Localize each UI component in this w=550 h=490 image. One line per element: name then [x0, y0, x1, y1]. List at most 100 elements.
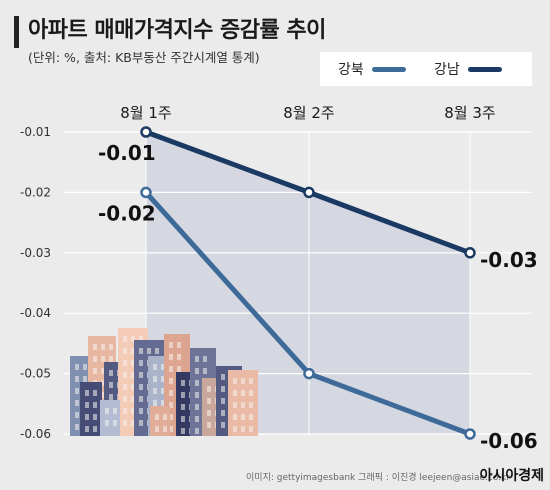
building-window: [139, 360, 143, 366]
building-window: [195, 404, 199, 410]
building-window: [155, 426, 159, 432]
legend: 강북 강남: [320, 52, 532, 86]
y-tick-label: -0.05: [20, 367, 51, 381]
building-window: [195, 416, 199, 422]
building-window: [123, 348, 127, 354]
y-tick-label: -0.04: [20, 306, 51, 320]
building-window: [123, 384, 127, 390]
building-window: [153, 400, 157, 406]
y-tick-label: -0.06: [20, 427, 51, 441]
building-window: [101, 380, 105, 386]
y-tick-label: -0.03: [20, 246, 51, 260]
building-window: [241, 390, 245, 396]
building-window: [241, 414, 245, 420]
building-window: [109, 382, 113, 388]
building-window: [207, 398, 211, 404]
building-window: [131, 396, 135, 402]
building-window: [75, 424, 79, 430]
building-window: [75, 400, 79, 406]
data-label: -0.01: [98, 141, 156, 165]
building-window: [233, 414, 237, 420]
building-window: [153, 364, 157, 370]
building-window: [221, 422, 225, 428]
building-window: [93, 426, 97, 432]
y-tick-label: -0.01: [20, 125, 51, 139]
building: [100, 400, 120, 436]
building-window: [195, 356, 199, 362]
building-window: [101, 392, 105, 398]
building-window: [105, 420, 109, 426]
building-window: [163, 414, 167, 420]
series-lines: [140, 126, 476, 440]
building-window: [195, 380, 199, 386]
building-window: [109, 356, 113, 362]
building-window: [139, 348, 143, 354]
building-window: [109, 394, 113, 400]
building-window: [241, 426, 245, 432]
building-window: [177, 354, 181, 360]
building-window: [109, 370, 113, 376]
building-window: [131, 348, 135, 354]
building-window: [233, 378, 237, 384]
building-window: [169, 390, 173, 396]
building-window: [177, 366, 181, 372]
data-label: -0.03: [480, 248, 538, 272]
building-window: [85, 390, 89, 396]
building-window: [203, 368, 207, 374]
data-point: [303, 186, 315, 199]
building-window: [169, 342, 173, 348]
building-window: [139, 384, 143, 390]
building-window: [109, 344, 113, 350]
building-window: [221, 410, 225, 416]
building-window: [241, 378, 245, 384]
building-window: [101, 344, 105, 350]
building-window: [131, 420, 135, 426]
building-window: [241, 402, 245, 408]
building-window: [75, 364, 79, 370]
building-window: [83, 364, 87, 370]
building-window: [131, 372, 135, 378]
building-window: [139, 336, 143, 342]
building: [80, 382, 102, 436]
building-window: [169, 402, 173, 408]
building-window: [123, 336, 127, 342]
building-window: [147, 348, 151, 354]
legend-item-gangbuk: 강북: [338, 52, 406, 86]
legend-label-gangnam: 강남: [434, 62, 460, 78]
building-window: [249, 414, 253, 420]
legend-swatch-gangbuk: [371, 66, 406, 72]
building-window: [131, 384, 135, 390]
building-window: [75, 412, 79, 418]
building-window: [195, 392, 199, 398]
chart-subtitle: (단위: %, 출처: KB부동산 주간시계열 통계): [28, 50, 260, 65]
building-window: [123, 360, 127, 366]
legend-item-gangnam: 강남: [434, 52, 502, 86]
building-window: [195, 368, 199, 374]
range-band: [146, 132, 470, 434]
building-window: [233, 402, 237, 408]
building-window: [105, 408, 109, 414]
building-window: [181, 428, 185, 434]
building-window: [113, 420, 117, 426]
building-window: [221, 374, 225, 380]
building-window: [161, 400, 165, 406]
title-accent-bar: [14, 16, 19, 48]
x-tick-label: 8월 2주: [283, 104, 334, 122]
building-window: [85, 426, 89, 432]
building-window: [203, 356, 207, 362]
x-tick-label: 8월 1주: [120, 104, 171, 122]
building-window: [139, 408, 143, 414]
building-window: [83, 376, 87, 382]
building-window: [181, 404, 185, 410]
building-window: [207, 422, 211, 428]
legend-swatch-gangnam: [467, 66, 502, 72]
building-window: [131, 408, 135, 414]
building-window: [221, 386, 225, 392]
building-window: [249, 390, 253, 396]
building-window: [131, 336, 135, 342]
building-window: [155, 348, 159, 354]
data-label: -0.06: [480, 429, 538, 453]
building-window: [93, 344, 97, 350]
axis-ticks: -0.01 -0.02 -0.03 -0.04 -0.05 -0.06 8월 1주 8월 2주…: [20, 104, 496, 441]
